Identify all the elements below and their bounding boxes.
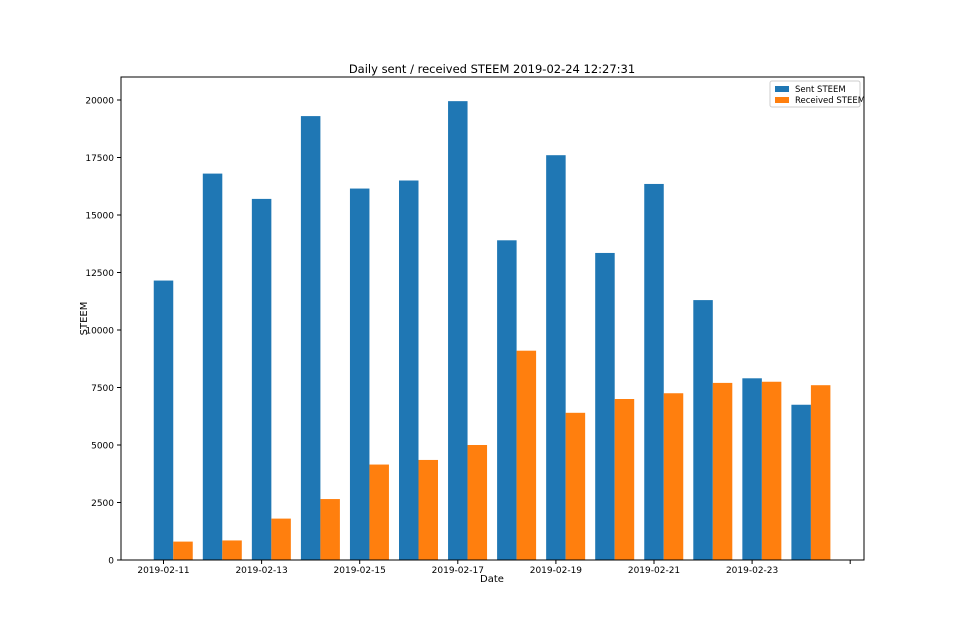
plot-frame (120, 76, 865, 561)
y-tick-label: 20000 (85, 97, 114, 107)
received-bar (712, 382, 733, 560)
sent-bar (644, 183, 664, 560)
y-tick-label: 5000 (91, 442, 114, 452)
y-tick-label: 2500 (91, 499, 114, 509)
x-tick-label: 2019-02-19 (530, 566, 583, 576)
received-bar (320, 499, 340, 560)
received-bar (810, 385, 831, 560)
received-bar (418, 459, 438, 560)
y-axis: 0 2500 5000 7500 10000 12500 15000 17500 20000 (85, 97, 121, 567)
sent-bar (595, 252, 615, 560)
received-bar (761, 381, 782, 560)
received-bar (271, 518, 291, 560)
x-tick-label: 2019-02-13 (235, 566, 287, 576)
sent-bar (497, 240, 517, 561)
received-bar (369, 464, 389, 560)
sent-bar (448, 101, 468, 561)
x-axis: 2019-02-11 2019-02-13 2019-02-15 2019-02-17… (137, 560, 851, 576)
legend-swatch (775, 97, 789, 103)
received-bar (565, 412, 586, 560)
sent-bar (349, 188, 370, 561)
x-axis-label: Date (480, 574, 504, 585)
received-bar (663, 393, 684, 560)
legend-box (769, 80, 861, 108)
legend-swatch (775, 86, 789, 92)
x-tick-label: 2019-02-17 (432, 566, 484, 576)
y-tick-label: 7500 (91, 384, 114, 394)
chart-title: Daily sent / received STEEM 2019-02-24 1… (349, 62, 635, 76)
received-bar (516, 350, 537, 560)
sent-bar (742, 378, 762, 560)
y-tick-label: 17500 (85, 154, 114, 164)
y-tick-label: 15000 (85, 212, 114, 222)
y-tick-label: 10000 (85, 327, 114, 337)
x-tick-label: 2019-02-21 (628, 566, 680, 576)
sent-bar (251, 198, 272, 560)
legend-label: Received STEEM (795, 96, 865, 106)
legend-label: Sent STEEM (795, 85, 846, 95)
sent-bar (153, 280, 174, 560)
sent-bar (693, 300, 713, 560)
bars (153, 101, 831, 561)
sent-bar (546, 155, 566, 560)
y-axis-label: STEEM (79, 302, 90, 336)
sent-bar (791, 404, 811, 560)
received-bar (173, 541, 193, 560)
x-tick-label: 2019-02-11 (137, 566, 189, 576)
y-tick-label: 0 (108, 557, 114, 567)
sent-bar (202, 173, 223, 560)
y-tick-label: 12500 (85, 269, 114, 279)
received-bar (467, 445, 488, 560)
x-tick-label: 2019-02-23 (726, 566, 778, 576)
x-tick-label: 2019-02-15 (334, 566, 386, 576)
received-bar (222, 540, 242, 560)
sent-bar (399, 180, 419, 560)
received-bar (614, 399, 635, 560)
sent-bar (300, 116, 321, 560)
